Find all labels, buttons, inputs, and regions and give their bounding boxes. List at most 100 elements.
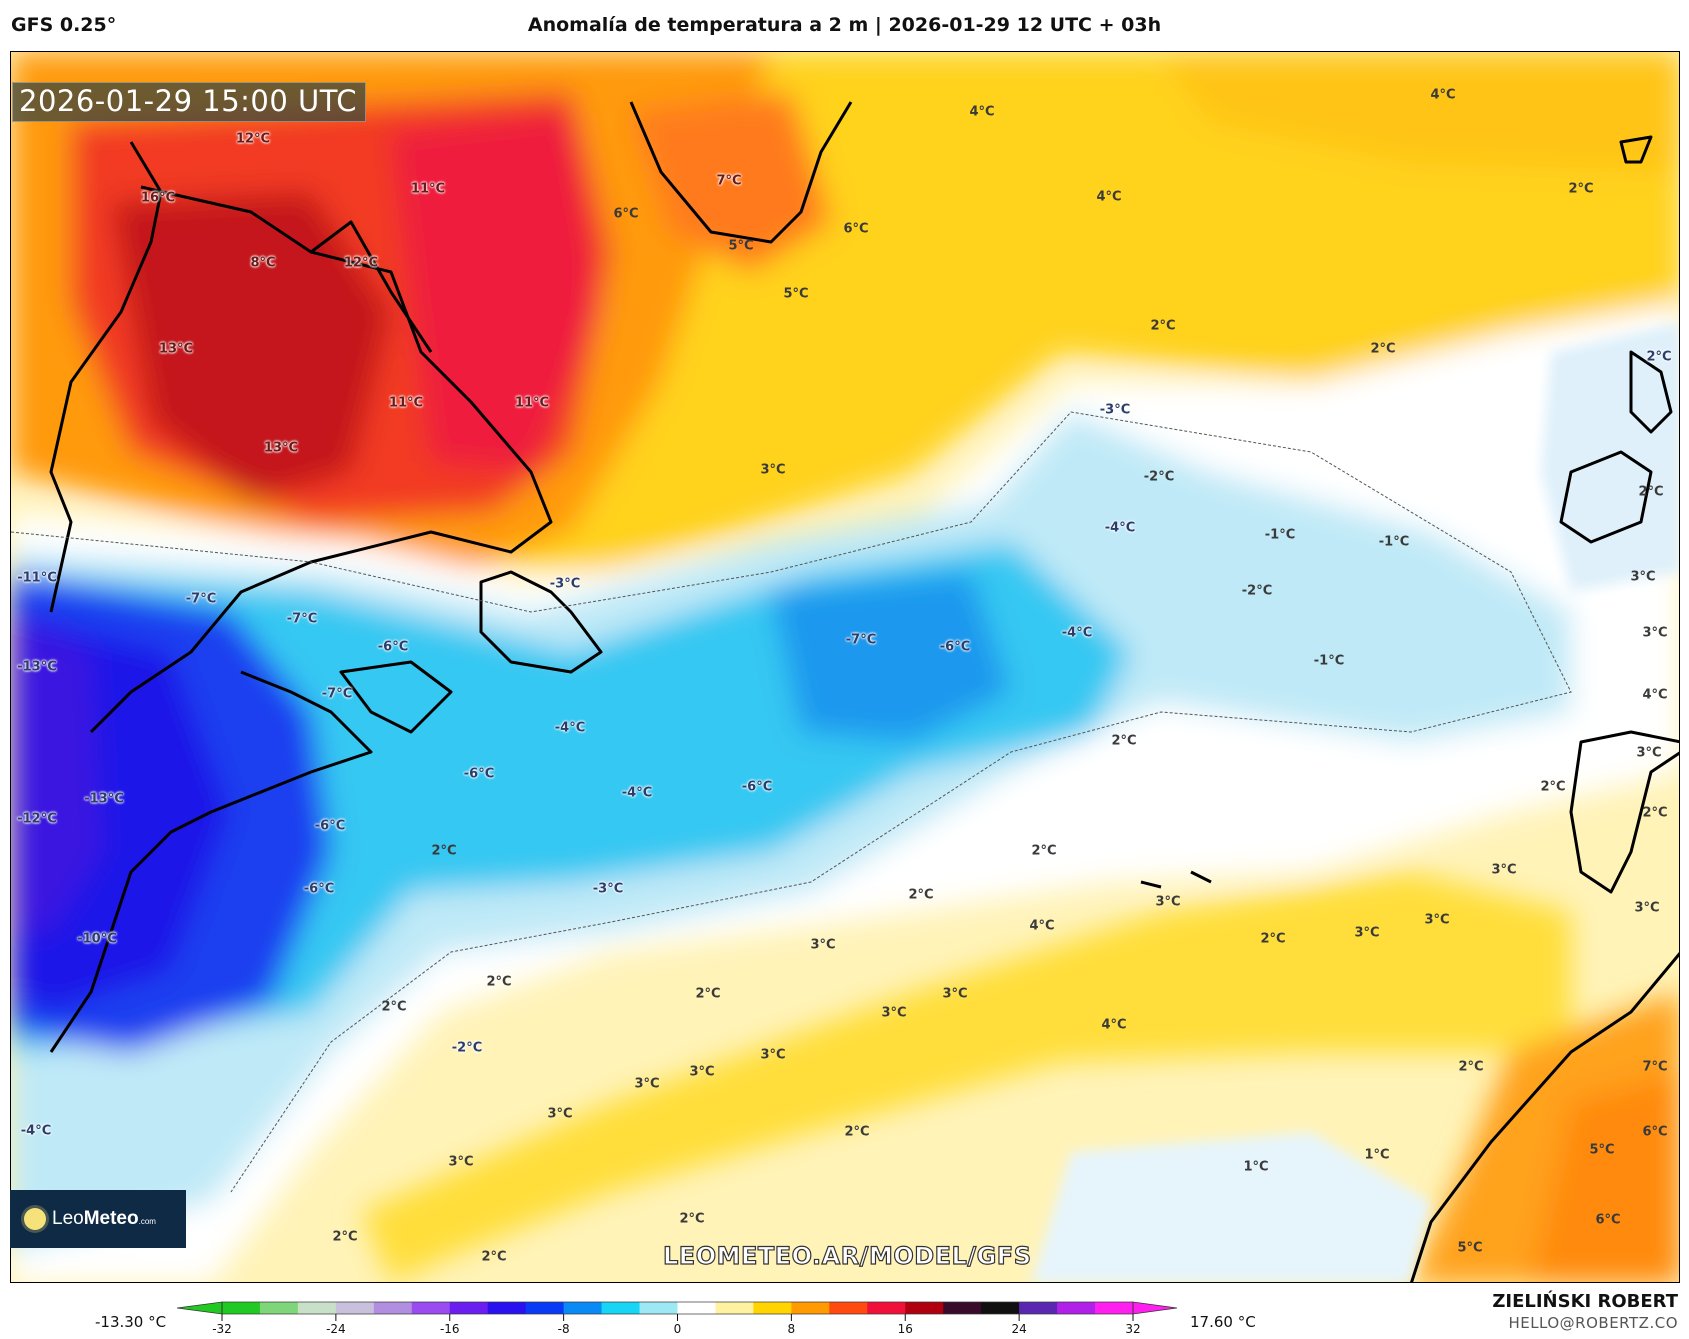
temperature-field xyxy=(11,52,1679,1282)
contour-label: 6°C xyxy=(1595,1212,1621,1228)
contour-label: 13°C xyxy=(263,440,299,456)
contour-label: 2°C xyxy=(1638,484,1664,500)
contour-label: 3°C xyxy=(1642,625,1668,641)
contour-label: 2°C xyxy=(381,999,407,1015)
contour-label: 3°C xyxy=(1491,862,1517,878)
contour-label: 2°C xyxy=(1540,779,1566,795)
colorbar-tick-label: -8 xyxy=(557,1322,570,1336)
contour-label: 4°C xyxy=(1642,687,1668,703)
contour-label: 11°C xyxy=(410,181,446,197)
leometeo-logo[interactable]: LeoMeteo.com xyxy=(10,1190,186,1248)
contour-label: 7°C xyxy=(716,173,742,189)
contour-label: -12°C xyxy=(17,811,57,827)
colorbar-tick-label: 32 xyxy=(1125,1322,1141,1336)
contour-label: 5°C xyxy=(728,238,754,254)
contour-label: 3°C xyxy=(1634,900,1660,916)
contour-label: -6°C xyxy=(377,639,409,655)
colorbar-tick-label: 24 xyxy=(1011,1322,1027,1336)
contour-label: 4°C xyxy=(969,104,995,120)
contour-label: -7°C xyxy=(321,686,353,702)
model-name: GFS 0.25° xyxy=(11,14,117,36)
contour-label: -2°C xyxy=(451,1040,483,1056)
contour-label: 3°C xyxy=(547,1106,573,1122)
contour-label: 3°C xyxy=(760,462,786,478)
contour-label: 5°C xyxy=(1589,1142,1615,1158)
colorbar-gradient xyxy=(176,1301,1178,1321)
contour-label: -13°C xyxy=(17,659,57,675)
contour-label: -3°C xyxy=(549,576,581,592)
contour-label: 3°C xyxy=(1354,925,1380,941)
contour-label: 2°C xyxy=(1260,931,1286,947)
contour-label: -3°C xyxy=(1099,402,1131,418)
contour-label: 4°C xyxy=(1430,87,1456,103)
contour-label: -4°C xyxy=(621,785,653,801)
contour-label: 16°C xyxy=(140,190,176,206)
contour-label: 2°C xyxy=(1111,733,1137,749)
coastline-icon xyxy=(49,101,1679,1282)
contour-label: -4°C xyxy=(20,1123,52,1139)
contour-label: -1°C xyxy=(1313,653,1345,669)
contour-label: 4°C xyxy=(1096,189,1122,205)
contour-label: 3°C xyxy=(1424,912,1450,928)
contour-label: -11°C xyxy=(17,570,57,586)
contour-label: -7°C xyxy=(845,632,877,648)
contour-label: 12°C xyxy=(235,131,271,147)
colorbar-tick-label: -32 xyxy=(212,1322,232,1336)
contour-label: 3°C xyxy=(689,1064,715,1080)
contour-label: -13°C xyxy=(84,791,124,807)
contour-label: -6°C xyxy=(741,779,773,795)
contour-label: -7°C xyxy=(286,611,318,627)
contour-label: 2°C xyxy=(1642,805,1668,821)
valid-time-badge: 2026-01-29 15:00 UTC xyxy=(12,82,367,122)
contour-label: -4°C xyxy=(1104,520,1136,536)
contour-label: 2°C xyxy=(695,986,721,1002)
contour-label: 13°C xyxy=(158,341,194,357)
contour-label: 3°C xyxy=(448,1154,474,1170)
contour-label: 3°C xyxy=(760,1047,786,1063)
contour-label: 3°C xyxy=(881,1005,907,1021)
contour-label: 2°C xyxy=(1031,843,1057,859)
contour-label: 11°C xyxy=(388,395,424,411)
author-email[interactable]: HELLO@ROBERTZ.CO xyxy=(1508,1314,1678,1332)
contour-label: -1°C xyxy=(1264,527,1296,543)
contour-label: 6°C xyxy=(613,206,639,222)
contour-label: 3°C xyxy=(810,937,836,953)
contour-label: 2°C xyxy=(431,843,457,859)
colorbar-max-label: 17.60 °C xyxy=(1190,1313,1256,1331)
contour-label: 2°C xyxy=(486,974,512,990)
contour-label: -2°C xyxy=(1143,469,1175,485)
contour-label: -2°C xyxy=(1241,583,1273,599)
contour-label: 2°C xyxy=(844,1124,870,1140)
contour-label: 2°C xyxy=(481,1249,507,1265)
colorbar-tick-label: 0 xyxy=(673,1322,682,1336)
contour-label: 3°C xyxy=(1630,569,1656,585)
colorbar-tick-label: 8 xyxy=(787,1322,796,1336)
anomaly-map: 12°C 16°C 11°C 8°C 12°C 13°C 11°C 11°C 13°C 7°C 6°… xyxy=(10,51,1680,1283)
contour-label: 2°C xyxy=(332,1229,358,1245)
contour-label: 1°C xyxy=(1364,1147,1390,1163)
contour-label: 7°C xyxy=(1642,1059,1668,1075)
contour-label: 8°C xyxy=(250,255,276,271)
colorbar-min-label: -13.30 °C xyxy=(95,1313,167,1331)
contour-label: 4°C xyxy=(1101,1017,1127,1033)
contour-label: 1°C xyxy=(1243,1159,1269,1175)
sun-icon xyxy=(24,1208,46,1230)
contour-label: 12°C xyxy=(343,255,379,271)
colorbar-tick-label: 16 xyxy=(897,1322,913,1336)
colorbar-tick-label: -16 xyxy=(439,1322,460,1336)
contour-label: 2°C xyxy=(1150,318,1176,334)
contour-label: 3°C xyxy=(1636,745,1662,761)
colorbar-tick-label: -24 xyxy=(326,1322,346,1336)
contour-label: -3°C xyxy=(592,881,624,897)
contour-label: -6°C xyxy=(314,818,346,834)
watermark-url: LEOMETEO.AR/MODEL/GFS xyxy=(662,1241,1032,1270)
contour-label: 3°C xyxy=(942,986,968,1002)
chart-title: Anomalía de temperatura a 2 m | 2026-01-… xyxy=(527,14,1162,36)
contour-label: 11°C xyxy=(514,395,550,411)
contour-label: -6°C xyxy=(303,881,335,897)
contour-label: 3°C xyxy=(634,1076,660,1092)
contour-label: -6°C xyxy=(463,766,495,782)
contour-label: -6°C xyxy=(939,639,971,655)
contour-label: 5°C xyxy=(1457,1240,1483,1256)
contour-label: 2°C xyxy=(1568,181,1594,197)
